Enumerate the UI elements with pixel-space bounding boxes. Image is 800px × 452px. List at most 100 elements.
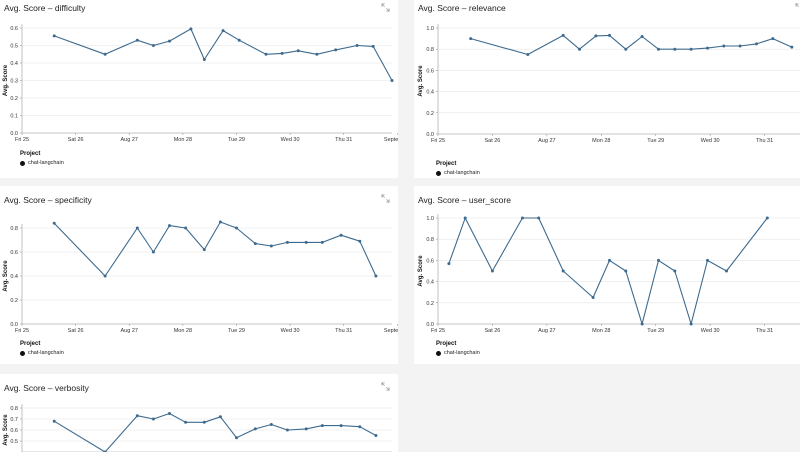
data-point: [218, 415, 222, 419]
y-tick-label: 0.2: [10, 96, 18, 102]
x-tick-label: Sat 26: [484, 328, 500, 334]
data-point: [374, 274, 378, 278]
data-point: [725, 269, 728, 273]
y-tick-label: 1.0: [426, 26, 434, 32]
y-tick-label: 0.8: [426, 47, 434, 53]
data-point: [269, 423, 273, 426]
x-tick-label: Wed 30: [701, 328, 720, 334]
data-point: [253, 427, 257, 431]
expand-arrows-icon[interactable]: [381, 194, 390, 203]
x-tick-label: Thu 31: [335, 328, 352, 334]
chart-title: Avg. Score – relevance: [418, 3, 506, 13]
data-point: [339, 233, 343, 237]
y-tick-label: 0.4: [426, 280, 434, 286]
y-tick-label: 0.6: [426, 68, 434, 74]
data-point: [706, 258, 709, 262]
y-tick-label: 1.0: [426, 216, 434, 222]
data-point: [771, 37, 775, 41]
y-tick-label: 0.6: [10, 26, 18, 32]
x-tick-label: Sat 26: [68, 137, 84, 143]
x-tick-label: Aug 27: [121, 137, 138, 143]
data-point: [561, 269, 565, 273]
data-point: [253, 242, 257, 246]
x-tick-label: Tue 29: [647, 138, 664, 144]
data-point: [463, 216, 467, 220]
legend-item[interactable]: chat-langchain: [436, 170, 480, 176]
chart-title: Avg. Score – user_score: [418, 195, 511, 205]
data-point: [657, 258, 660, 262]
y-tick-label: 0.0: [10, 131, 18, 137]
y-tick-label: 0.5: [10, 44, 18, 50]
data-point: [135, 414, 139, 418]
data-point: [608, 258, 611, 262]
y-tick-label: 0.4: [10, 61, 18, 67]
x-tick-label: Wed 30: [281, 137, 300, 143]
legend-item[interactable]: chat-langchain: [20, 160, 64, 166]
data-point: [235, 226, 238, 230]
x-tick-label: Aug 27: [538, 328, 555, 334]
data-point: [168, 412, 171, 415]
x-tick-label: Wed 30: [281, 328, 300, 334]
data-point: [264, 52, 268, 56]
data-point: [673, 269, 677, 273]
data-point: [315, 52, 319, 56]
data-point: [280, 51, 284, 55]
x-tick-label: Tue 29: [228, 328, 245, 334]
series-line: [470, 34, 793, 56]
y-axis-label: Avg. Score: [418, 255, 424, 287]
data-point: [218, 220, 222, 224]
data-point: [135, 226, 139, 230]
data-point: [358, 239, 362, 243]
y-tick-label: 0.2: [10, 298, 18, 304]
data-point: [237, 38, 241, 42]
data-point: [103, 52, 107, 56]
data-point: [490, 269, 494, 273]
x-tick-label: Fri 25: [431, 138, 445, 144]
legend-item[interactable]: chat-langchain: [436, 350, 480, 356]
data-point: [706, 46, 709, 50]
expand-arrows-icon[interactable]: [795, 3, 800, 12]
x-tick-label: September: [384, 137, 398, 143]
data-point: [202, 58, 206, 61]
data-point: [52, 419, 56, 423]
data-point: [390, 79, 394, 82]
data-point: [103, 274, 107, 278]
data-point: [52, 221, 56, 225]
y-tick-label: 0.6: [10, 250, 18, 256]
x-tick-label: Fri 25: [15, 328, 29, 334]
data-point: [135, 38, 139, 42]
data-point: [151, 44, 155, 47]
data-point: [765, 216, 769, 220]
legend-dot-icon: [436, 350, 441, 356]
legend-dot-icon: [20, 160, 25, 166]
data-point: [526, 53, 530, 56]
chart-title: Avg. Score – difficulty: [4, 3, 86, 13]
data-point: [640, 35, 644, 38]
data-point: [355, 44, 359, 47]
y-tick-label: 0.4: [10, 274, 18, 280]
data-point: [184, 226, 188, 230]
x-tick-label: Mon 28: [592, 138, 610, 144]
expand-arrows-icon[interactable]: [381, 3, 390, 12]
y-tick-label: 0.8: [426, 237, 434, 243]
chart-panel-user-score: Avg. Score – user_score 1.0 0.8 0.6 0.4 0.2 0…: [414, 186, 800, 364]
x-tick-label: Aug 27: [121, 328, 138, 334]
x-tick-label: Thu 31: [335, 137, 352, 143]
y-tick-label: 0.2: [426, 111, 434, 117]
data-point: [371, 44, 375, 48]
data-point: [469, 37, 473, 41]
data-point: [578, 47, 581, 51]
legend-item[interactable]: chat-langchain: [20, 350, 64, 356]
y-tick-label: 0.8: [10, 406, 18, 412]
expand-arrows-icon[interactable]: [381, 382, 390, 391]
data-point: [334, 48, 338, 52]
data-point: [374, 434, 378, 437]
legend-dot-icon: [20, 350, 25, 356]
data-point: [52, 34, 56, 38]
data-point: [640, 322, 644, 326]
y-tick-label: 0.6: [10, 428, 18, 434]
data-point: [624, 47, 628, 51]
x-tick-label: Fri 25: [15, 137, 29, 143]
legend-title: Project: [20, 341, 41, 347]
